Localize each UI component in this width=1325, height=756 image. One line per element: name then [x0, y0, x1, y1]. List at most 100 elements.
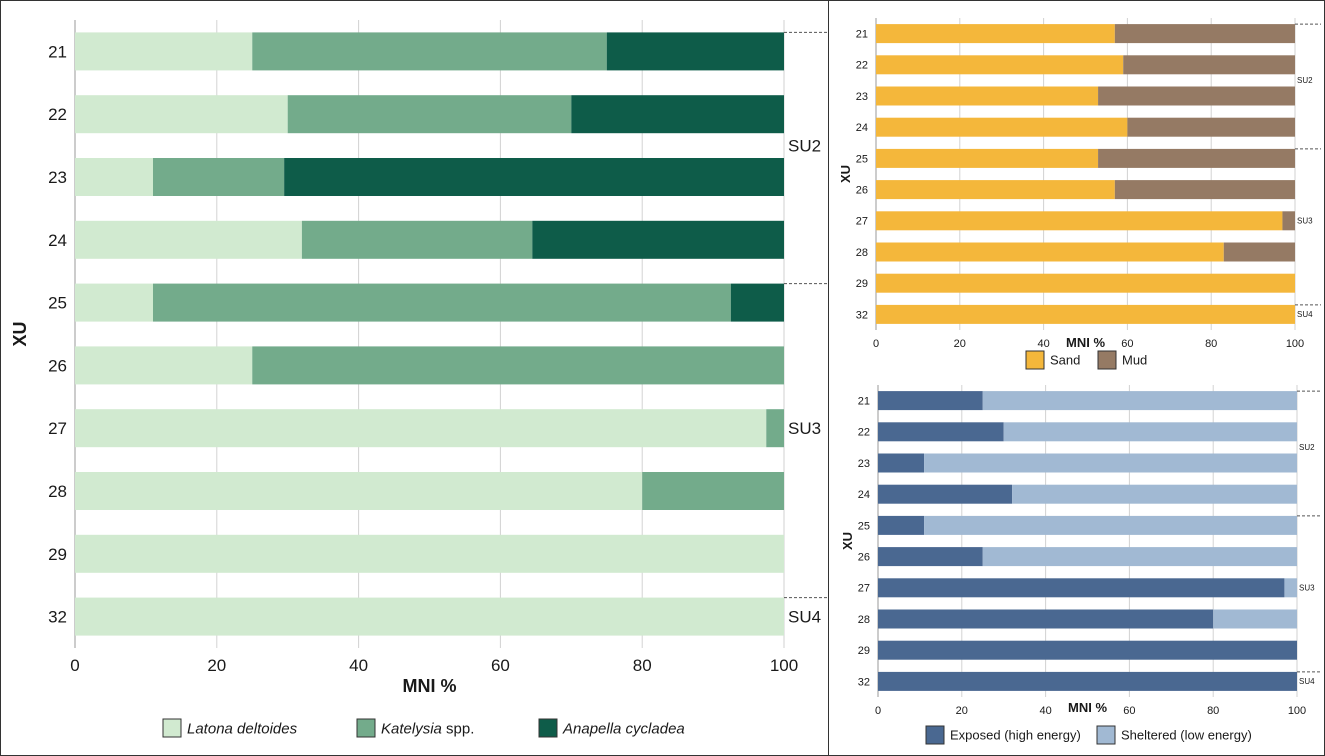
x-tick-label: 40 [349, 656, 368, 675]
bar [878, 547, 983, 567]
y-axis-title: XU [10, 321, 30, 346]
category-label: 28 [856, 247, 868, 259]
category-label: 32 [856, 309, 868, 321]
bar [252, 346, 784, 385]
bar [284, 158, 784, 196]
category-label: 29 [858, 645, 870, 657]
x-tick-label: 0 [873, 338, 879, 350]
category-label: 26 [48, 356, 67, 375]
category-label: 22 [856, 60, 868, 72]
legend-label: Katelysia spp. [381, 720, 474, 737]
bar [876, 86, 1099, 106]
bar [876, 304, 1295, 324]
category-label: 21 [856, 28, 868, 40]
bar [1213, 609, 1297, 629]
x-tick-label: 60 [1121, 338, 1133, 350]
category-label: 25 [858, 520, 870, 532]
bar [878, 640, 1297, 660]
bar [876, 242, 1224, 262]
bar [1003, 422, 1297, 442]
x-tick-label: 80 [1207, 705, 1219, 717]
unit-label: SU3 [1299, 584, 1315, 593]
bar [766, 409, 784, 448]
category-label: 24 [856, 122, 868, 134]
bar [876, 55, 1124, 75]
bar [75, 346, 253, 385]
x-tick-label: 20 [954, 338, 966, 350]
bar [924, 515, 1297, 535]
x-tick-label: 40 [1039, 705, 1051, 717]
legend-swatch [1097, 350, 1117, 370]
bar [642, 472, 784, 510]
bar [1012, 484, 1297, 504]
bar [730, 283, 784, 322]
unit-label: SU2 [1299, 443, 1315, 452]
x-axis-title: MNI % [403, 676, 457, 696]
bar [878, 484, 1013, 504]
bar [876, 180, 1115, 200]
y-axis-title: XU [838, 165, 853, 183]
unit-label: SU3 [1297, 217, 1313, 226]
category-label: 26 [856, 184, 868, 196]
legend-series-name: Anapella cycladea [562, 720, 685, 737]
category-label: 29 [856, 278, 868, 290]
legend-series-name: Katelysia [381, 720, 442, 737]
bar [878, 609, 1214, 629]
legend-label: Anapella cycladea [562, 720, 685, 737]
legend-label: Sand [1050, 353, 1080, 368]
x-tick-label: 60 [491, 656, 510, 675]
legend-swatch [1025, 350, 1045, 370]
legend-series-name: Exposed (high energy) [950, 728, 1081, 743]
bar [606, 32, 784, 71]
legend-series-name: Latona deltoides [187, 720, 298, 737]
unit-label: SU2 [788, 137, 821, 156]
category-label: 29 [48, 545, 67, 564]
category-label: 27 [48, 419, 67, 438]
x-tick-label: 100 [1288, 705, 1306, 717]
x-tick-label: 40 [1037, 338, 1049, 350]
bar [876, 24, 1115, 44]
category-label: 32 [48, 608, 67, 627]
category-label: 32 [858, 676, 870, 688]
unit-label: SU4 [1299, 677, 1315, 686]
x-tick-label: 80 [1205, 338, 1217, 350]
bar [152, 283, 731, 322]
unit-label: SU4 [788, 608, 821, 627]
bar [924, 453, 1297, 473]
x-tick-label: 100 [1286, 338, 1304, 350]
bar [571, 95, 784, 134]
category-label: 23 [856, 91, 868, 103]
bar [301, 220, 533, 259]
y-axis-title: XU [840, 532, 855, 550]
bar [878, 671, 1297, 691]
category-label: 21 [858, 395, 870, 407]
legend-swatch [925, 725, 945, 745]
bar [878, 422, 1004, 442]
unit-label: SU3 [788, 419, 821, 438]
bar [1114, 24, 1295, 44]
legend-swatch [356, 718, 376, 738]
bar [1223, 242, 1295, 262]
category-label: 23 [858, 458, 870, 470]
bar [252, 32, 607, 71]
legend-swatch [538, 718, 558, 738]
legend-series-name: Sand [1050, 353, 1080, 368]
category-label: 28 [858, 614, 870, 626]
bar [1284, 578, 1297, 598]
bar [287, 95, 572, 134]
bar [1123, 55, 1295, 75]
x-tick-label: 0 [70, 656, 79, 675]
bar [876, 117, 1128, 137]
category-label: 27 [856, 216, 868, 228]
x-tick-label: 20 [956, 705, 968, 717]
legend-series-name: Mud [1122, 353, 1147, 368]
legend-label: Sheltered (low energy) [1121, 728, 1252, 743]
bar [75, 95, 288, 134]
category-label: 26 [858, 551, 870, 563]
bar [152, 158, 285, 196]
bar [75, 472, 643, 510]
bar [532, 220, 784, 259]
chart-energy: 21 22 23 24 25 26 27 28 29 32 SU2 SU3 SU4 0 20 40 60 80 10… [840, 385, 1321, 745]
bar [1282, 211, 1295, 231]
